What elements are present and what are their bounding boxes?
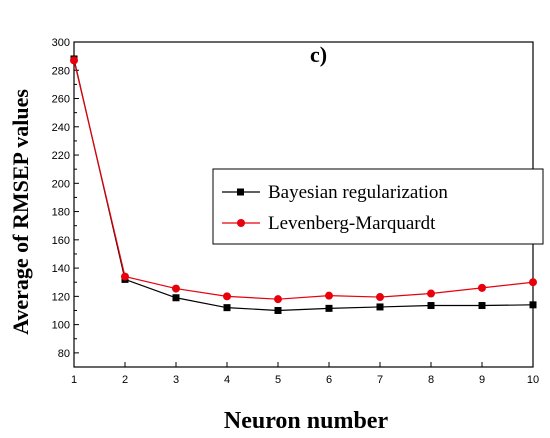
y-tick-label: 120 [52, 291, 70, 303]
data-point [274, 295, 282, 304]
data-point [427, 302, 435, 310]
legend-marker [237, 219, 245, 227]
y-tick-label: 240 [52, 122, 70, 134]
data-point [223, 304, 231, 312]
data-point [274, 306, 282, 314]
x-tick-label: 3 [173, 374, 179, 386]
y-tick-label: 100 [52, 320, 70, 332]
x-tick-label: 10 [527, 374, 539, 386]
legend: Bayesian regularization Levenberg-Marquar… [212, 168, 544, 245]
x-tick-label: 8 [428, 374, 434, 386]
data-point [478, 302, 486, 310]
x-tick-label: 9 [479, 374, 485, 386]
x-tick-label: 1 [71, 374, 77, 386]
x-tick-label: 2 [122, 374, 128, 386]
y-tick-label: 260 [52, 94, 70, 106]
y-tick-label: 280 [52, 65, 70, 77]
legend-label: Levenberg-Marquardt [268, 213, 436, 234]
y-tick-label: 200 [52, 178, 70, 190]
data-point [223, 292, 231, 301]
plot-series [70, 55, 537, 314]
data-point [529, 301, 537, 309]
data-point [172, 294, 180, 302]
y-tick-label: 140 [52, 263, 70, 275]
y-tick-label: 80 [58, 348, 70, 360]
legend-label: Bayesian regularization [268, 182, 448, 203]
x-tick-label: 4 [224, 374, 230, 386]
y-tick-label: 180 [52, 207, 70, 219]
y-tick-label: 300 [52, 37, 70, 49]
legend-marker [237, 188, 244, 196]
data-point [325, 291, 333, 300]
series-line [73, 60, 534, 300]
y-tick-label: 160 [52, 235, 70, 247]
data-point [376, 293, 384, 302]
data-point [427, 289, 435, 298]
data-point [121, 272, 129, 281]
series-line [73, 58, 534, 312]
data-point [70, 56, 78, 65]
data-point [172, 284, 180, 293]
legend-box [212, 168, 544, 245]
panel-label: c) [310, 42, 327, 67]
data-point [325, 304, 333, 312]
axes: 80 100 120 140 160 180 200 220 240 260 280 300 1 2 3 4 5… [52, 37, 539, 386]
y-axis-title: Average of RMSEP values [8, 89, 33, 335]
y-tick-label: 220 [52, 150, 70, 162]
data-point [478, 283, 486, 292]
data-point [529, 278, 537, 287]
x-axis-title: Neuron number [224, 408, 389, 434]
x-tick-label: 6 [326, 374, 332, 386]
data-point [376, 303, 384, 311]
x-tick-label: 5 [275, 374, 281, 386]
series-2 [70, 56, 537, 304]
x-tick-label: 7 [377, 374, 383, 386]
